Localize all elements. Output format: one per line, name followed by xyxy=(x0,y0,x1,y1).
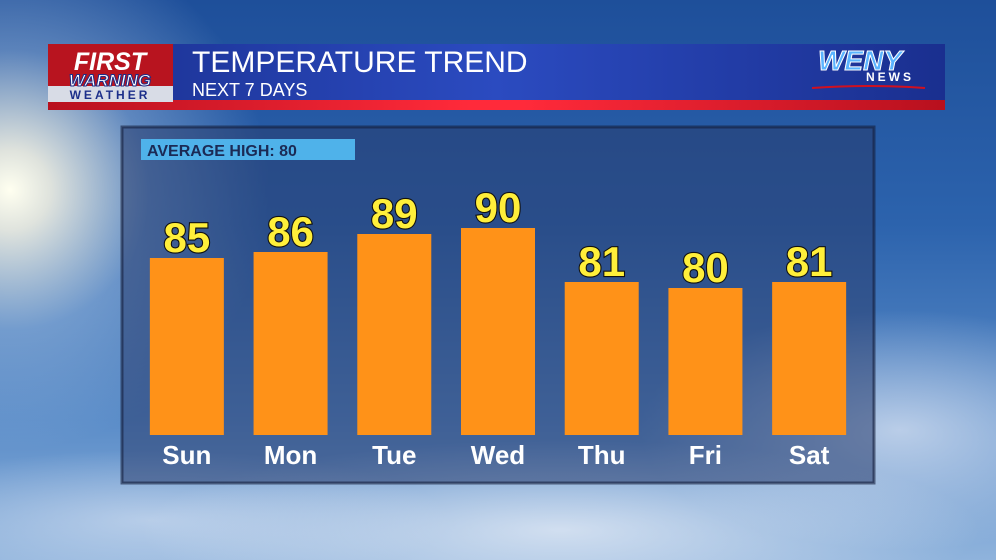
data-label: 85 xyxy=(163,214,210,261)
bar xyxy=(564,282,639,435)
x-tick-label: Sat xyxy=(789,440,830,470)
logo-warning: WARNING xyxy=(69,71,151,90)
header-band xyxy=(48,44,945,102)
x-tick-label: Mon xyxy=(264,440,317,470)
header-stripe xyxy=(48,100,945,110)
logo-weather: WEATHER xyxy=(70,88,151,102)
bar xyxy=(357,234,432,435)
x-tick-label: Thu xyxy=(578,440,626,470)
data-label: 89 xyxy=(371,190,418,237)
x-tick-label: Fri xyxy=(689,440,722,470)
logo-strip xyxy=(48,86,173,102)
logo-swoosh xyxy=(811,85,926,89)
plot-area: Sun 85 Mon 86 Tue 89 Wed 90 Thu 81 Fri 80 Sat 81 xyxy=(149,183,847,470)
x-tick-label: Wed xyxy=(471,440,525,470)
bar xyxy=(668,288,743,435)
annotation: AVERAGE HIGH: 80 xyxy=(147,143,297,160)
bar xyxy=(253,252,328,435)
data-label: 81 xyxy=(786,238,833,285)
data-label: 90 xyxy=(475,184,522,231)
chart-title: TEMPERATURE TREND xyxy=(192,46,528,79)
logo-first: FIRST xyxy=(74,48,149,76)
data-label: 80 xyxy=(682,244,729,291)
station-logo: WENY xyxy=(818,45,904,76)
data-label: 81 xyxy=(578,238,625,285)
bar xyxy=(772,282,847,435)
x-tick-label: Tue xyxy=(372,440,416,470)
bar xyxy=(149,258,224,435)
data-label: 86 xyxy=(267,208,314,255)
bar xyxy=(461,228,535,435)
x-tick-label: Sun xyxy=(162,440,211,470)
annotation-badge xyxy=(141,139,355,160)
chart-subtitle: NEXT 7 DAYS xyxy=(192,80,307,100)
station-news: NEWS xyxy=(866,70,914,84)
